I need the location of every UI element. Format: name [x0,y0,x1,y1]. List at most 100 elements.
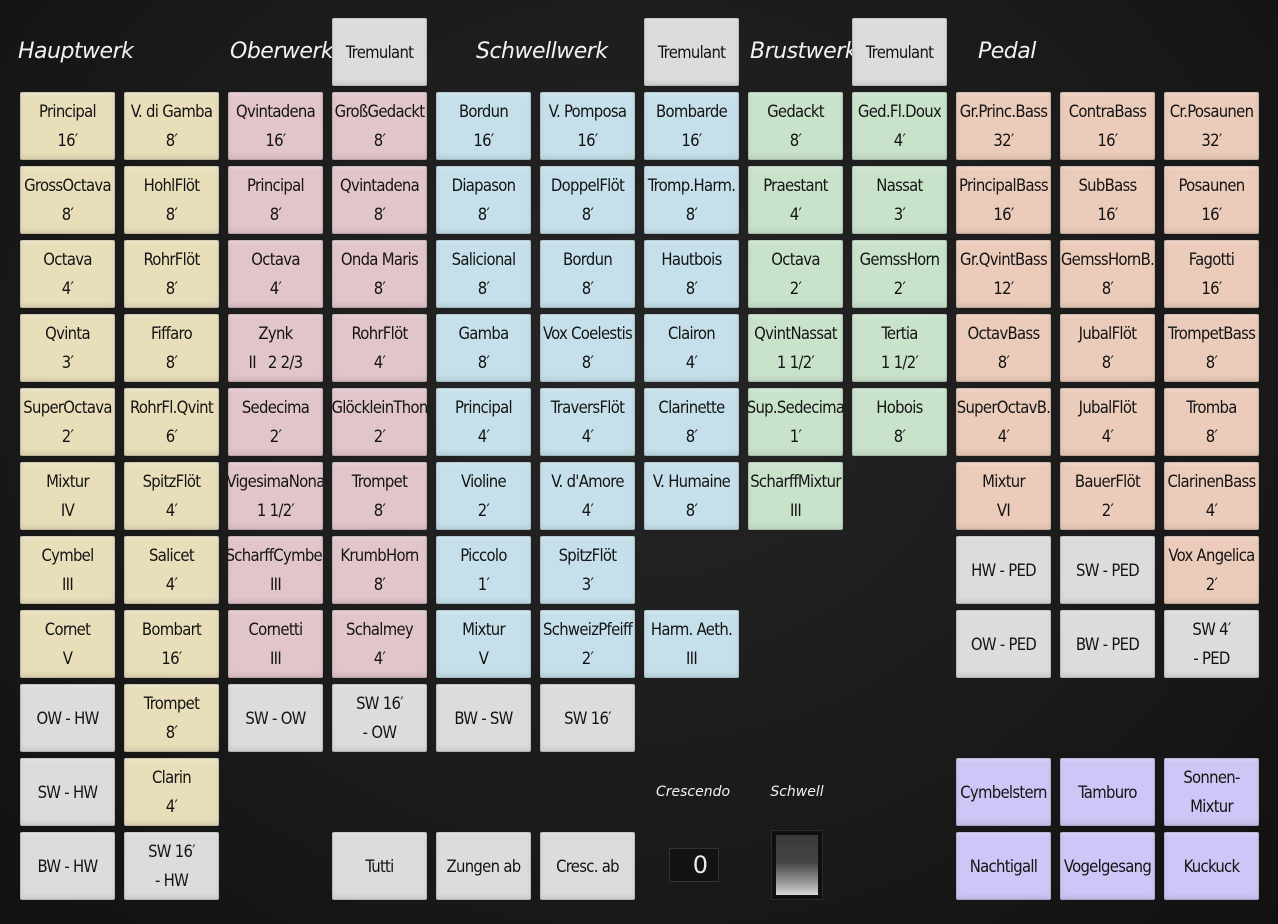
stop-button[interactable]: Cymbel III [20,536,115,604]
stop-button[interactable]: Principal 16′ [20,92,115,160]
stop-button[interactable]: Gr.QvintBass 12′ [956,240,1051,308]
stop-button[interactable]: GroßGedackt 8′ [332,92,427,160]
stop-button[interactable]: Octava 4′ [228,240,323,308]
coupler-button[interactable]: SW - PED [1060,536,1155,604]
stop-button[interactable]: V. d'Amore 4′ [540,462,635,530]
tremulant-button[interactable]: Tremulant [332,18,427,86]
stop-button[interactable]: JubalFlöt 8′ [1060,314,1155,382]
stop-button[interactable]: Qvintadena 8′ [332,166,427,234]
stop-button[interactable]: Harm. Aeth. III [644,610,739,678]
stop-button[interactable]: DoppelFlöt 8′ [540,166,635,234]
tremulant-button[interactable]: Tremulant [644,18,739,86]
stop-button[interactable]: VigesimaNona 1 1/2′ [228,462,323,530]
stop-button[interactable]: Octava 2′ [748,240,843,308]
stop-button[interactable]: Tromp.Harm. 8′ [644,166,739,234]
coupler-button[interactable]: SW 16′ [540,684,635,752]
stop-button[interactable]: Bordun 16′ [436,92,531,160]
effect-stop-button[interactable]: Tamburo [1060,758,1155,826]
stop-button[interactable]: SubBass 16′ [1060,166,1155,234]
stop-button[interactable]: Bordun 8′ [540,240,635,308]
stop-button[interactable]: Mixtur VI [956,462,1051,530]
coupler-button[interactable]: Zungen ab [436,832,531,900]
stop-button[interactable]: Tertia 1 1/2′ [852,314,947,382]
stop-button[interactable]: ScharffMixtur III [748,462,843,530]
effect-stop-button[interactable]: Cymbelstern [956,758,1051,826]
stop-button[interactable]: Sedecima 2′ [228,388,323,456]
stop-button[interactable]: RohrFl.Qvint 6′ [124,388,219,456]
stop-button[interactable]: SpitzFlöt 4′ [124,462,219,530]
stop-button[interactable]: Mixtur V [436,610,531,678]
stop-button[interactable]: Nassat 3′ [852,166,947,234]
coupler-button[interactable]: BW - SW [436,684,531,752]
stop-button[interactable]: Zynk II 2 2/3 [228,314,323,382]
stop-button[interactable]: Salicional 8′ [436,240,531,308]
stop-button[interactable]: Praestant 4′ [748,166,843,234]
stop-button[interactable]: Cornetti III [228,610,323,678]
stop-button[interactable]: Principal 4′ [436,388,531,456]
stop-button[interactable]: Octava 4′ [20,240,115,308]
stop-button[interactable]: Hobois 8′ [852,388,947,456]
coupler-button[interactable]: SW 16′ - OW [332,684,427,752]
stop-button[interactable]: Sup.Sedecima 1′ [748,388,843,456]
effect-stop-button[interactable]: Nachtigall [956,832,1051,900]
stop-button[interactable]: V. Pomposa 16′ [540,92,635,160]
stop-button[interactable]: V. di Gamba 8′ [124,92,219,160]
stop-button[interactable]: OctavBass 8′ [956,314,1051,382]
stop-button[interactable]: ScharffCymbel III [228,536,323,604]
stop-button[interactable]: Clairon 4′ [644,314,739,382]
effect-stop-button[interactable]: Vogelgesang [1060,832,1155,900]
stop-button[interactable]: JubalFlöt 4′ [1060,388,1155,456]
stop-button[interactable]: KrumbHorn 8′ [332,536,427,604]
stop-button[interactable]: Violine 2′ [436,462,531,530]
stop-button[interactable]: GlöckleinThon 2′ [332,388,427,456]
coupler-button[interactable]: SW - OW [228,684,323,752]
stop-button[interactable]: Clarinette 8′ [644,388,739,456]
stop-button[interactable]: Gr.Princ.Bass 32′ [956,92,1051,160]
tremulant-button[interactable]: Tremulant [852,18,947,86]
stop-button[interactable]: SpitzFlöt 3′ [540,536,635,604]
stop-button[interactable]: Posaunen 16′ [1164,166,1259,234]
stop-button[interactable]: Bombarde 16′ [644,92,739,160]
stop-button[interactable]: Salicet 4′ [124,536,219,604]
coupler-button[interactable]: SW 4′ - PED [1164,610,1259,678]
stop-button[interactable]: Cr.Posaunen 32′ [1164,92,1259,160]
stop-button[interactable]: ClarinenBass 4′ [1164,462,1259,530]
stop-button[interactable]: RohrFlöt 4′ [332,314,427,382]
stop-button[interactable]: Qvintadena 16′ [228,92,323,160]
stop-button[interactable]: Schalmey 4′ [332,610,427,678]
effect-stop-button[interactable]: Kuckuck [1164,832,1259,900]
coupler-button[interactable]: Cresc. ab [540,832,635,900]
stop-button[interactable]: Tromba 8′ [1164,388,1259,456]
stop-button[interactable]: SchweizPfeiff 2′ [540,610,635,678]
stop-button[interactable]: Diapason 8′ [436,166,531,234]
stop-button[interactable]: TraversFlöt 4′ [540,388,635,456]
coupler-button[interactable]: OW - HW [20,684,115,752]
stop-button[interactable]: GemssHornB. 8′ [1060,240,1155,308]
coupler-button[interactable]: SW 16′ - HW [124,832,219,900]
stop-button[interactable]: Piccolo 1′ [436,536,531,604]
coupler-button[interactable]: BW - PED [1060,610,1155,678]
stop-button[interactable]: Vox Coelestis 8′ [540,314,635,382]
stop-button[interactable]: Hautbois 8′ [644,240,739,308]
stop-button[interactable]: Vox Angelica 2′ [1164,536,1259,604]
stop-button[interactable]: Cornet V [20,610,115,678]
stop-button[interactable]: Fiffaro 8′ [124,314,219,382]
stop-button[interactable]: QvintNassat 1 1/2′ [748,314,843,382]
stop-button[interactable]: Bombart 16′ [124,610,219,678]
coupler-button[interactable]: Tutti [332,832,427,900]
stop-button[interactable]: Onda Maris 8′ [332,240,427,308]
stop-button[interactable]: Gedackt 8′ [748,92,843,160]
stop-button[interactable]: RohrFlöt 8′ [124,240,219,308]
stop-button[interactable]: Fagotti 16′ [1164,240,1259,308]
effect-stop-button[interactable]: Sonnen- Mixtur [1164,758,1259,826]
stop-button[interactable]: Qvinta 3′ [20,314,115,382]
schwell-pedal-control[interactable] [771,830,823,900]
stop-button[interactable]: TrompetBass 8′ [1164,314,1259,382]
coupler-button[interactable]: SW - HW [20,758,115,826]
stop-button[interactable]: Trompet 8′ [124,684,219,752]
stop-button[interactable]: Clarin 4′ [124,758,219,826]
stop-button[interactable]: Trompet 8′ [332,462,427,530]
stop-button[interactable]: SuperOctavB. 4′ [956,388,1051,456]
stop-button[interactable]: SuperOctava 2′ [20,388,115,456]
stop-button[interactable]: V. Humaine 8′ [644,462,739,530]
